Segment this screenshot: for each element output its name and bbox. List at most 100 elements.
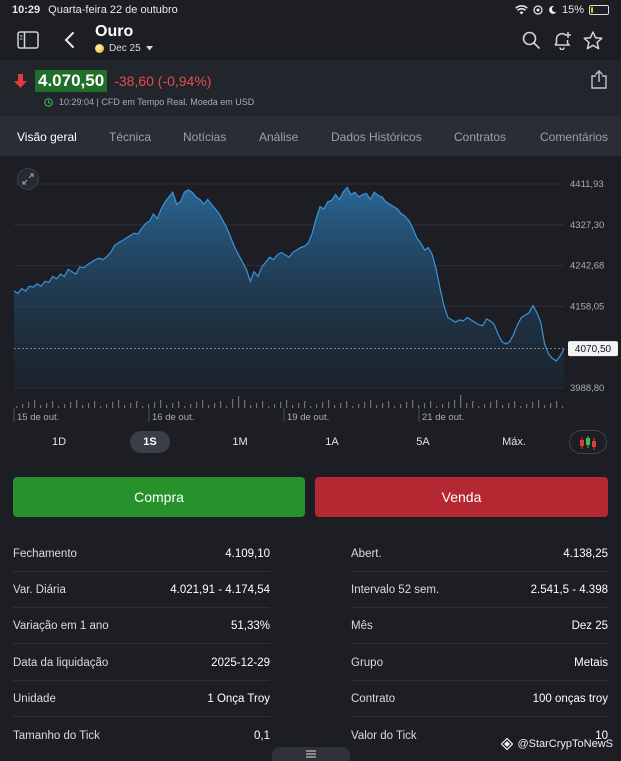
volume-bar <box>268 406 270 408</box>
volume-bar <box>172 403 174 408</box>
stat-label: Var. Diária <box>13 583 66 596</box>
volume-bar <box>166 405 168 408</box>
sell-button[interactable]: Venda <box>315 477 608 517</box>
status-right: 15% <box>515 4 609 16</box>
battery-icon <box>589 5 609 15</box>
x-tick-label: 19 de out. <box>287 412 329 423</box>
range-5y[interactable]: 5A <box>416 436 430 448</box>
volume-bar <box>376 405 378 408</box>
stat-label: Data da liquidação <box>13 656 109 669</box>
volume-bar <box>298 403 300 408</box>
volume-bar <box>508 403 510 408</box>
buy-button[interactable]: Compra <box>13 477 305 517</box>
price-change: -38,60 (-0,94%) <box>114 73 212 89</box>
expand-icon[interactable] <box>17 168 39 190</box>
share-icon[interactable] <box>591 70 607 94</box>
volume-bar <box>526 404 528 408</box>
volume-bar <box>328 400 330 408</box>
volume-bar <box>220 401 222 408</box>
volume-bar <box>196 402 198 408</box>
volume-bar <box>58 406 60 408</box>
volume-bar <box>472 401 474 408</box>
tab-news[interactable]: Notícias <box>183 130 227 144</box>
wifi-icon <box>515 5 528 15</box>
volume-bar <box>502 405 504 408</box>
volume-bar <box>76 400 78 408</box>
volume-bar <box>316 404 318 408</box>
stat-value: 51,33% <box>230 619 270 632</box>
star-icon[interactable] <box>580 28 606 52</box>
volume-bar <box>46 403 48 408</box>
stat-value: 0,1 <box>254 730 270 742</box>
instrument-header: Ouro Dec 25 <box>95 23 153 54</box>
volume-bar <box>436 406 438 408</box>
volume-bar <box>130 403 132 408</box>
volume-bar <box>262 401 264 408</box>
arrow-down-icon <box>14 74 27 88</box>
stat-row: Variação em 1 ano 51,33% <box>13 608 270 644</box>
x-tick-label: 21 de out. <box>422 412 464 423</box>
volume-bar <box>286 400 288 408</box>
price-row: 4.070,50 -38,60 (-0,94%) <box>14 70 211 92</box>
volume-bar <box>238 396 240 408</box>
volume-bar <box>532 402 534 408</box>
volume-bar <box>430 401 432 408</box>
stat-label: Contrato <box>351 692 396 705</box>
tab-comments[interactable]: Comentários <box>540 130 609 144</box>
tab-technical[interactable]: Técnica <box>109 130 152 144</box>
sidebar-icon[interactable] <box>15 28 41 52</box>
volume-bar <box>124 405 126 408</box>
status-bar: 10:29 Quarta-feira 22 de outubro 15% <box>0 0 621 20</box>
price-chart-svg: 4411,93 4327,30 4242,68 4158,05 3988,80 4070,… <box>13 168 618 423</box>
volume-bar <box>112 402 114 408</box>
volume-bar <box>310 406 312 408</box>
range-1d[interactable]: 1D <box>51 436 67 448</box>
volume-bar <box>364 402 366 408</box>
location-icon <box>533 5 543 15</box>
range-1w[interactable]: 1S <box>130 431 170 453</box>
volume-bar <box>22 404 24 408</box>
price-chart[interactable]: 4411,93 4327,30 4242,68 4158,05 3988,80 4070,… <box>0 156 621 428</box>
last-price: 4.070,50 <box>35 70 108 92</box>
volume-bar <box>178 401 180 408</box>
back-icon[interactable] <box>57 28 83 52</box>
volume-bar <box>292 405 294 408</box>
contract-selector[interactable]: Dec 25 <box>95 43 153 54</box>
quote-meta-text: 10:29:04 | CFD em Tempo Real. Moeda em U… <box>59 97 255 107</box>
last-price-tag-label: 4070,50 <box>575 344 612 355</box>
range-1m[interactable]: 1M <box>232 436 248 448</box>
tab-analysis[interactable]: Análise <box>259 130 299 144</box>
volume-bar <box>118 400 120 408</box>
volume-bar <box>442 404 444 408</box>
volume-bar <box>418 405 420 408</box>
stat-label: Tamanho do Tick <box>13 730 100 742</box>
stat-value: 2025-12-29 <box>211 656 270 669</box>
quote-panel: 4.070,50 -38,60 (-0,94%) 10:29:04 | CFD … <box>0 60 621 116</box>
drawer-handle[interactable] <box>272 747 350 761</box>
menu-icon <box>306 750 316 758</box>
x-tick-label: 16 de out. <box>152 412 194 423</box>
stat-value: 4.138,25 <box>563 547 608 560</box>
volume-bar <box>142 406 144 408</box>
candlestick-toggle[interactable] <box>569 430 607 454</box>
volume-bar <box>478 406 480 408</box>
quote-meta: 10:29:04 | CFD em Tempo Real. Moeda em U… <box>44 97 254 107</box>
tab-overview[interactable]: Visão geral <box>17 130 77 144</box>
search-icon[interactable] <box>518 28 544 52</box>
volume-bar <box>40 405 42 408</box>
volume-bar <box>370 400 372 408</box>
volume-bar <box>160 400 162 408</box>
stat-label: Variação em 1 ano <box>13 619 109 632</box>
stat-value: 2.541,5 - 4.398 <box>530 583 608 596</box>
contract-label: Dec 25 <box>109 43 141 54</box>
volume-bar <box>244 400 246 408</box>
range-max[interactable]: Máx. <box>502 436 526 448</box>
volume-bar <box>214 403 216 408</box>
stat-row: Fechamento 4.109,10 <box>13 536 270 572</box>
volume-bar <box>154 402 156 408</box>
tab-historical-data[interactable]: Dados Históricos <box>331 130 422 144</box>
range-1y[interactable]: 1A <box>325 436 339 448</box>
add-alert-icon[interactable] <box>549 28 575 52</box>
tab-contracts[interactable]: Contratos <box>454 130 507 144</box>
volume-bar <box>190 404 192 408</box>
